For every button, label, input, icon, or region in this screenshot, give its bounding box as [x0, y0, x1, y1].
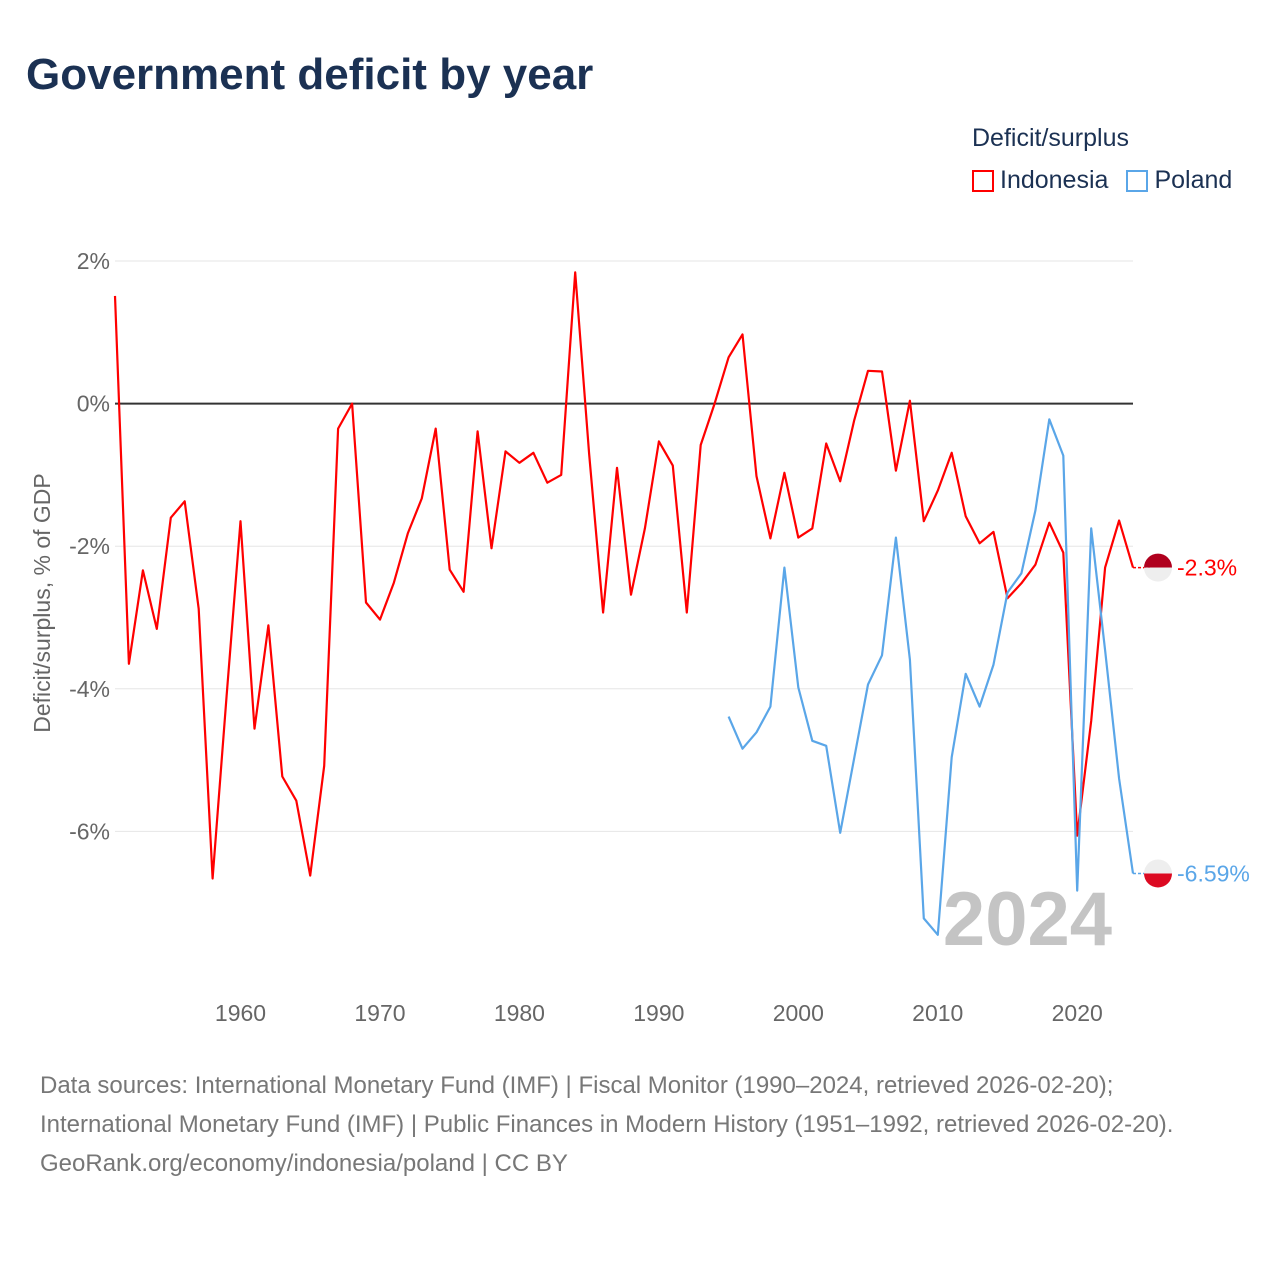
flag-poland-icon — [1144, 859, 1172, 874]
footer: Data sources: International Monetary Fun… — [40, 1066, 1240, 1183]
end-value-label: -2.3% — [1177, 555, 1237, 581]
end-value-label: -6.59% — [1177, 860, 1250, 886]
y-axis-label: Deficit/surplus, % of GDP — [29, 473, 55, 732]
legend-swatch-icon — [972, 169, 994, 192]
y-tick-label: 0% — [77, 391, 110, 417]
credit-link[interactable]: GeoRank.org/economy/indonesia/poland | C… — [40, 1150, 568, 1177]
x-tick-label: 2010 — [912, 1000, 963, 1026]
line-chart: 2024 2% 0% -2% -4% -6% 1960 1970 1980 1990 2000 201… — [29, 248, 1250, 1026]
x-tick-label: 2000 — [773, 1000, 824, 1026]
x-tick-label: 1970 — [354, 1000, 405, 1026]
y-tick-label: -6% — [69, 818, 110, 844]
x-tick-label: 1980 — [494, 1000, 545, 1026]
legend: Indonesia Poland — [972, 166, 1232, 195]
legend-label: Poland — [1154, 166, 1233, 194]
data-sources: Data sources: International Monetary Fun… — [40, 1072, 1174, 1138]
x-tick-label: 2020 — [1052, 1000, 1103, 1026]
series-line-indonesia — [113, 271, 1135, 880]
x-tick-label: 1990 — [633, 1000, 684, 1026]
flag-indonesia-icon — [1144, 567, 1172, 582]
y-tick-label: -2% — [69, 533, 110, 559]
legend-title: Deficit/surplus — [972, 124, 1129, 152]
x-tick-label: 1960 — [215, 1000, 266, 1026]
legend-swatch-icon — [1126, 169, 1149, 192]
chart-title: Government deficit by year — [26, 50, 594, 99]
year-watermark: 2024 — [943, 877, 1112, 962]
series-line-poland — [727, 418, 1135, 936]
y-tick-label: 2% — [77, 248, 110, 274]
flag-poland-icon — [1144, 873, 1172, 888]
legend-item-poland[interactable]: Poland — [1126, 166, 1232, 195]
flag-indonesia-icon — [1144, 553, 1172, 568]
y-tick-label: -4% — [69, 676, 110, 702]
legend-item-indonesia[interactable]: Indonesia — [972, 166, 1108, 195]
legend-label: Indonesia — [1000, 166, 1109, 194]
